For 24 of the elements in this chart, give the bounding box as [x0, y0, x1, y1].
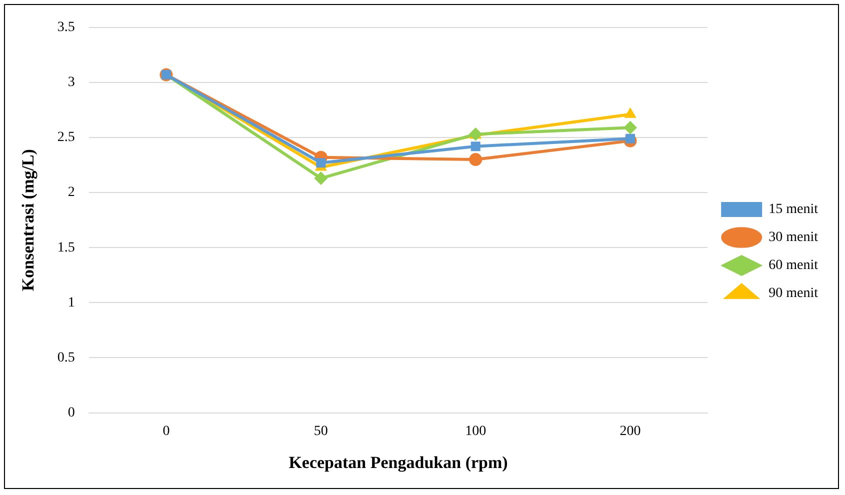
y-tick-label: 3.5 — [57, 20, 75, 36]
y-axis-title: Konsentrasi (mg/L) — [18, 149, 38, 292]
x-tick-label: 50 — [314, 424, 328, 439]
y-tick-label: 0.5 — [57, 350, 75, 366]
point — [624, 121, 637, 134]
y-tick-label: 2 — [68, 185, 75, 200]
x-axis-title: Kecepatan Pengadukan (rpm) — [288, 453, 508, 472]
y-tick-label: 1 — [68, 295, 75, 310]
legend-label: 60 menit — [768, 258, 818, 274]
y-tick-label: 2.5 — [57, 130, 75, 146]
point — [626, 134, 636, 144]
y-tick-label: 0 — [68, 405, 75, 420]
y-tick-label: 3 — [68, 75, 75, 90]
x-tick-label: 100 — [465, 424, 486, 439]
point — [314, 172, 328, 185]
point — [470, 142, 480, 152]
point — [316, 158, 326, 168]
legend-label: 90 menit — [768, 286, 818, 302]
legend-label: 30 menit — [768, 230, 818, 246]
x-tick-label: 0 — [162, 424, 170, 439]
point — [469, 153, 482, 166]
y-tick-label: 1.5 — [57, 240, 75, 256]
legend-label: 15 menit — [768, 202, 818, 218]
x-tick-label: 200 — [620, 424, 641, 439]
